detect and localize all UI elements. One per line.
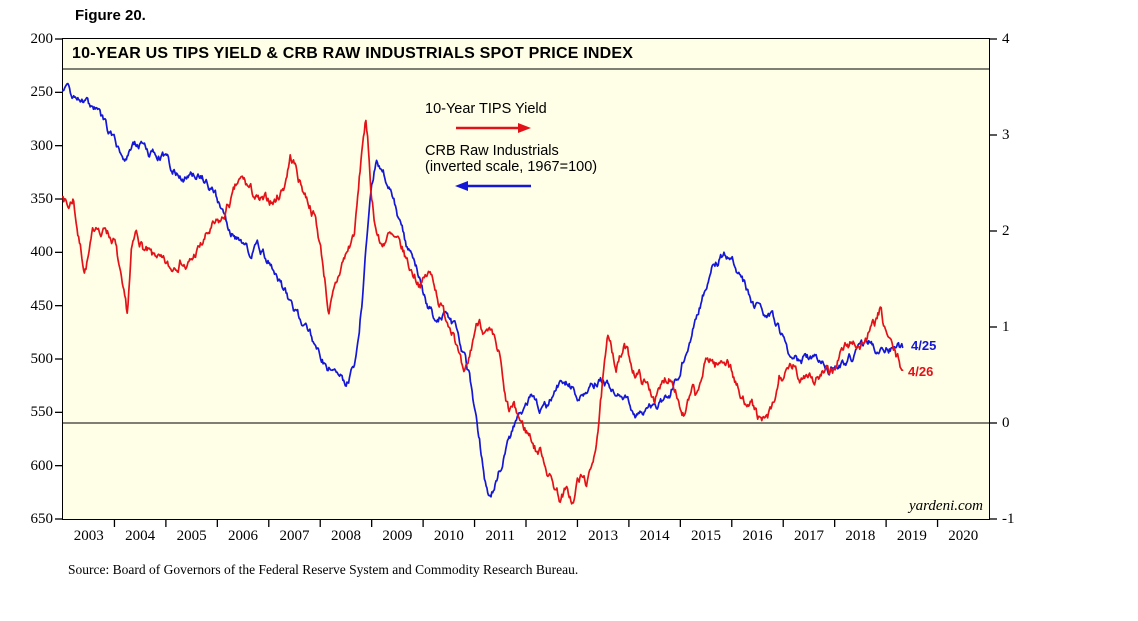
- x-axis-year-label: 2019: [896, 528, 927, 544]
- left-axis-tick-label: 300: [30, 137, 54, 154]
- right-axis-tick-label: 2: [1002, 223, 1010, 239]
- x-axis-year-label: 2005: [176, 528, 207, 544]
- left-axis-tick-label: 650: [30, 511, 54, 527]
- x-axis-year-label: 2004: [125, 528, 156, 544]
- x-axis-year-label: 2014: [639, 528, 670, 544]
- x-axis-year-label: 2003: [73, 528, 104, 544]
- x-axis-year-label: 2008: [330, 528, 361, 544]
- source-line: Source: Board of Governors of the Federa…: [68, 562, 579, 577]
- x-axis-year-label: 2017: [793, 528, 824, 544]
- x-axis-year-label: 2010: [433, 528, 464, 544]
- left-axis-tick-label: 250: [30, 84, 54, 101]
- crb-raw-industrials-line: [62, 82, 904, 498]
- tips-yield-line: [62, 119, 904, 505]
- right-axis-tick-label: 4: [1002, 31, 1010, 47]
- x-axis-year-label: 2009: [382, 528, 413, 544]
- legend-tips-label: 10-Year TIPS Yield: [425, 101, 547, 117]
- figure-label: Figure 20.: [75, 7, 146, 24]
- left-axis-tick-label: 550: [30, 404, 54, 421]
- x-axis-year-label: 2015: [691, 528, 722, 544]
- chart-title: 10-YEAR US TIPS YIELD & CRB RAW INDUSTRI…: [72, 45, 634, 62]
- x-axis-year-label: 2018: [845, 528, 876, 544]
- right-axis-tick-label: 3: [1002, 127, 1010, 143]
- left-axis-tick-label: 450: [30, 297, 54, 314]
- x-axis-year-label: 2007: [279, 528, 310, 544]
- plot-svg: [55, 38, 997, 527]
- tips-arrowhead-icon: [518, 123, 531, 133]
- x-axis-year-label: 2013: [588, 528, 619, 544]
- x-axis-year-label: 2020: [948, 528, 979, 544]
- x-axis-year-label: 2012: [536, 528, 567, 544]
- left-axis-tick-label: 400: [30, 244, 54, 261]
- watermark-yardeni: yardeni.com: [908, 498, 983, 514]
- tips-end-date-label: 4/26: [908, 364, 934, 379]
- legend-crb-label-line2: (inverted scale, 1967=100): [425, 159, 598, 175]
- left-axis-tick-label: 200: [30, 31, 54, 47]
- x-axis-year-label: 2011: [485, 528, 515, 544]
- left-axis-tick-label: 350: [30, 191, 54, 207]
- right-axis-tick-label: -1: [1002, 511, 1015, 527]
- right-axis-tick-label: 0: [1002, 415, 1010, 431]
- crb-end-date-label: 4/25: [911, 338, 937, 353]
- left-axis-tick-label: 500: [30, 351, 54, 367]
- crb-arrowhead-icon: [455, 181, 468, 191]
- chart-plot-box: 10-YEAR US TIPS YIELD & CRB RAW INDUSTRI…: [31, 31, 1015, 544]
- left-axis-tick-label: 600: [30, 457, 54, 474]
- legend-crb-label-line1: CRB Raw Industrials: [425, 143, 559, 159]
- right-axis-tick-label: 1: [1002, 319, 1010, 335]
- x-axis-year-label: 2016: [742, 528, 773, 544]
- x-axis-year-label: 2006: [228, 528, 259, 544]
